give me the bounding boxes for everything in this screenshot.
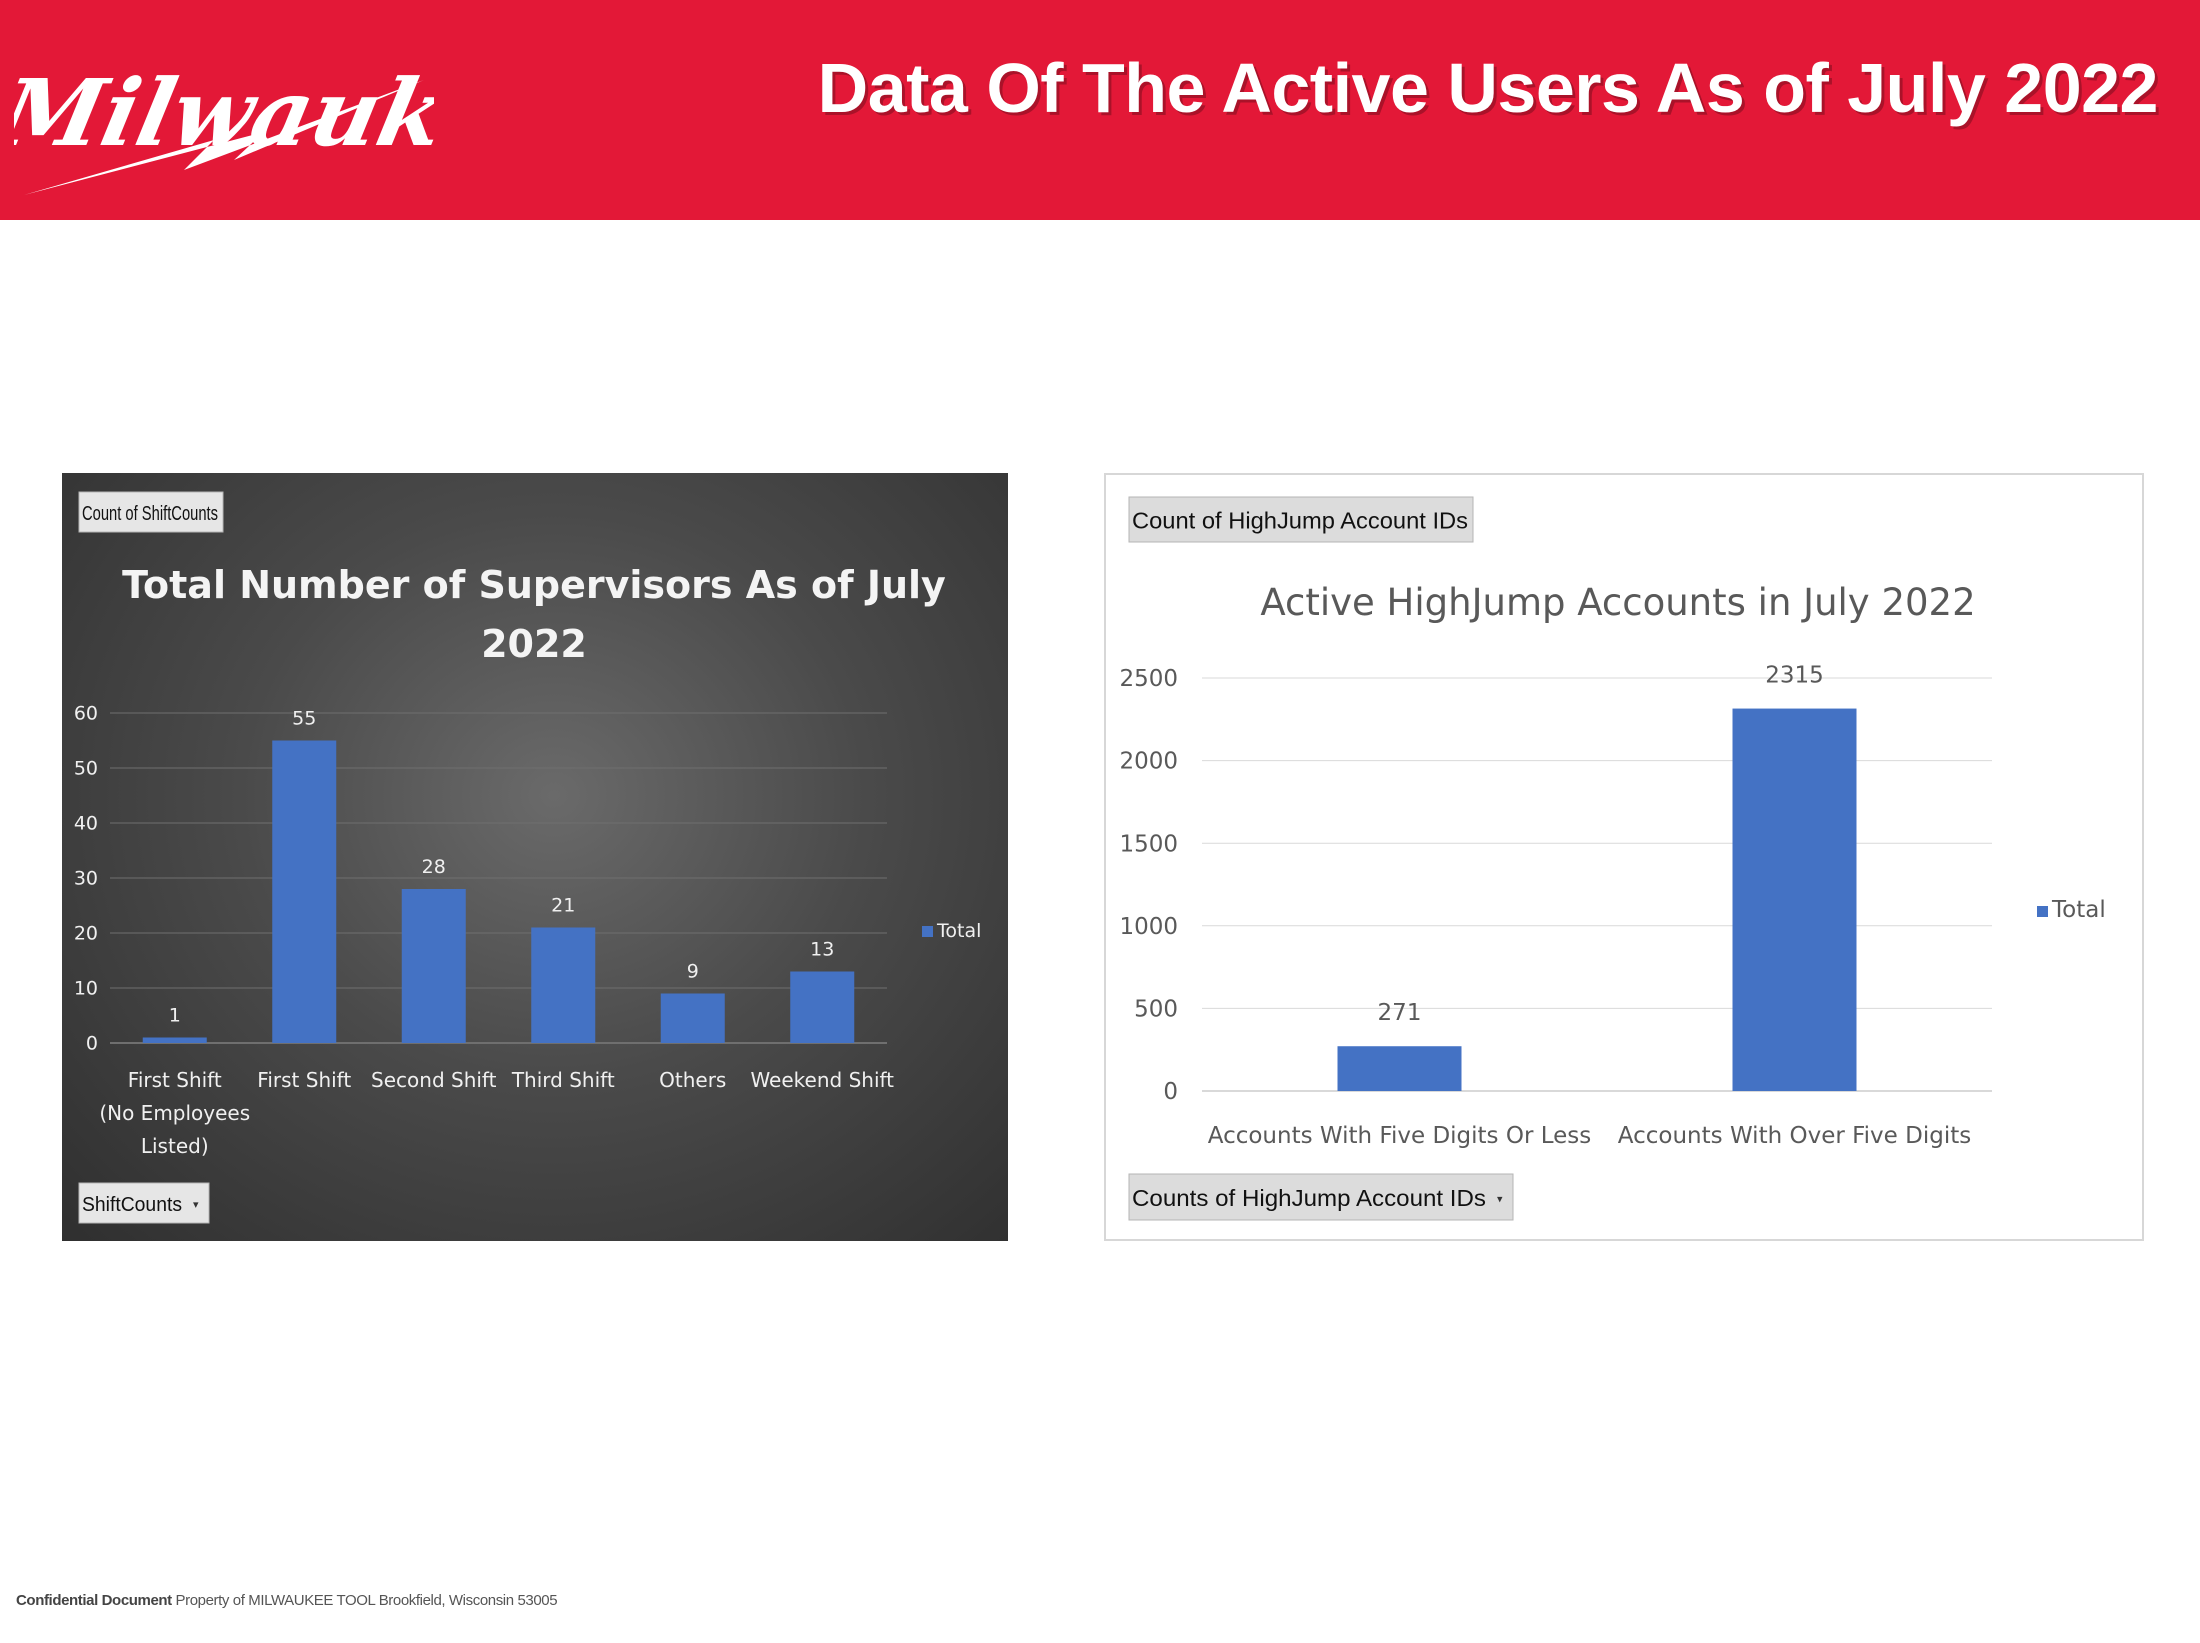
y-tick-label: 20 [74,923,98,945]
axis-field-button-bg[interactable] [78,1182,210,1224]
y-tick-label: 1000 [1119,914,1178,940]
x-tick-label: Accounts With Over Five Digits [1618,1123,1971,1149]
x-tick-label: Others [659,1068,726,1092]
dropdown-arrow-icon[interactable]: ▾ [1497,1193,1503,1206]
value-field-button[interactable]: Count of HighJump Account IDs [1128,496,1474,543]
y-tick-label: 2500 [1119,666,1178,692]
supervisors-chart-panel: Count of ShiftCounts Total Number of Supe… [62,473,1008,1241]
y-tick-label: 40 [74,813,98,835]
supervisors-bar-chart: Count of ShiftCounts Total Number of Supe… [74,491,981,1224]
chart-title: Active HighJump Accounts in July 2022 [1260,581,1975,624]
data-label: 9 [687,961,699,983]
y-tick-label: 10 [74,978,98,1000]
highjump-chart-panel: Count of HighJump Account IDs Active High… [1104,473,2144,1241]
value-field-button-label[interactable]: Count of ShiftCounts [82,503,218,525]
y-tick-label: 1500 [1119,831,1178,857]
y-tick-label: 60 [74,703,98,725]
bar [660,993,725,1043]
axis-field-button[interactable]: Counts of HighJump Account IDs ▾ [1128,1173,1514,1221]
chart-title: 2022 [481,622,587,666]
bar [272,740,337,1043]
data-label: 271 [1378,1000,1422,1026]
y-tick-label: 0 [1163,1079,1178,1105]
dropdown-arrow-icon[interactable]: ▾ [193,1198,199,1211]
bar [1337,1046,1462,1091]
bar [790,971,855,1043]
lightning-bolt-icon [24,80,424,195]
y-tick-label: 500 [1134,996,1178,1022]
x-tick-label: First Shift [128,1068,222,1092]
axis-field-button-bg[interactable] [1128,1173,1514,1221]
x-tick-label: Second Shift [371,1068,497,1092]
milwaukee-logo: Milwaukee [14,59,434,195]
bar [1732,708,1857,1091]
axis-field-button-label[interactable]: ShiftCounts [82,1194,182,1216]
x-tick-label: Third Shift [511,1068,615,1092]
x-tick-label: Listed) [141,1134,209,1158]
bar [531,927,596,1043]
axis-field-button-label[interactable]: Counts of HighJump Account IDs [1132,1185,1486,1211]
value-field-button[interactable]: Count of ShiftCounts [78,491,224,533]
header-banner: Milwaukee Data Of The Active Users As of… [0,0,2200,220]
axis-field-button[interactable]: ShiftCounts ▾ [78,1182,210,1224]
y-tick-label: 50 [74,758,98,780]
data-label: 55 [292,708,316,730]
value-field-button-bg[interactable] [78,491,224,533]
data-label: 2315 [1765,663,1824,689]
x-tick-label: Weekend Shift [750,1068,894,1092]
bar [401,889,466,1043]
y-tick-label: 30 [74,868,98,890]
y-tick-label: 0 [86,1033,98,1055]
footer-note: Confidential Document Property of MILWAU… [16,1592,558,1609]
bar [142,1037,207,1043]
legend-entry: Total [2051,897,2106,923]
legend-entry: Total [936,920,981,942]
data-label: 13 [810,939,834,961]
x-tick-label: Accounts With Five Digits Or Less [1208,1123,1592,1149]
legend-swatch [2037,906,2048,917]
y-tick-label: 2000 [1119,749,1178,775]
page-title: Data Of The Active Users As of July 2022 [817,49,2159,127]
footer-confidential: Confidential Document [16,1592,172,1609]
x-tick-label: (No Employees [99,1101,250,1125]
footer-property: Property of MILWAUKEE TOOL Brookfield, W… [171,1592,558,1609]
value-field-button-bg[interactable] [1128,496,1474,543]
data-label: 21 [551,895,575,917]
chart-title: Total Number of Supervisors As of July [122,563,946,607]
value-field-button-label[interactable]: Count of HighJump Account IDs [1132,508,1468,534]
data-label: 1 [169,1005,181,1027]
data-label: 28 [422,856,446,878]
legend-swatch [922,926,933,937]
highjump-bar-chart: Count of HighJump Account IDs Active High… [1119,496,2106,1221]
x-tick-label: First Shift [257,1068,351,1092]
